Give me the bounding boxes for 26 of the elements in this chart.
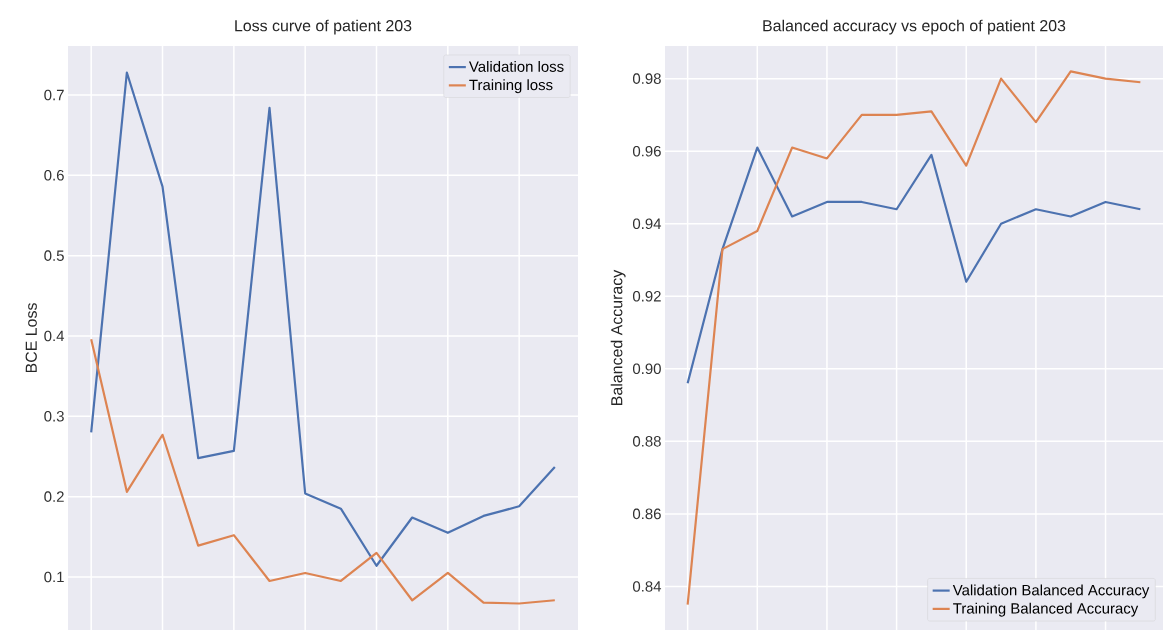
legend-label: Training loss xyxy=(469,79,553,94)
y-tick-label: 0.3 xyxy=(44,411,64,422)
y-tick-label: 0.88 xyxy=(632,436,661,447)
y-tick-label: 0.86 xyxy=(632,508,661,520)
y-axis-title: BCE Loss xyxy=(25,303,37,373)
y-tick-label: 0.2 xyxy=(44,491,64,502)
line-series xyxy=(90,338,556,605)
chart-title: Balanced accuracy vs epoch of patient 203 xyxy=(763,19,1066,35)
line-series xyxy=(90,71,556,567)
y-axis-title: Balanced Accuracy xyxy=(610,269,626,405)
y-tick-label: 0.90 xyxy=(632,363,661,375)
legend-label: Validation Balanced Accuracy xyxy=(952,584,1150,599)
legend-label: Training Balanced Accuracy xyxy=(953,602,1139,617)
line-series xyxy=(686,146,1142,385)
legend-label: Validation loss xyxy=(468,61,564,72)
y-tick-label: 0.1 xyxy=(44,571,64,583)
y-tick-label: 0.6 xyxy=(44,170,64,181)
y-tick-label: 0.84 xyxy=(632,581,662,592)
y-tick-label: 0.5 xyxy=(44,250,64,262)
y-tick-label: 0.4 xyxy=(44,330,65,342)
y-tick-label: 0.98 xyxy=(632,73,661,84)
y-tick-label: 0.92 xyxy=(632,291,661,302)
chart-title: Loss curve of patient 203 xyxy=(235,19,412,35)
y-tick-label: 0.96 xyxy=(632,145,661,157)
y-tick-label: 0.7 xyxy=(44,89,64,101)
y-tick-label: 0.94 xyxy=(632,218,662,230)
